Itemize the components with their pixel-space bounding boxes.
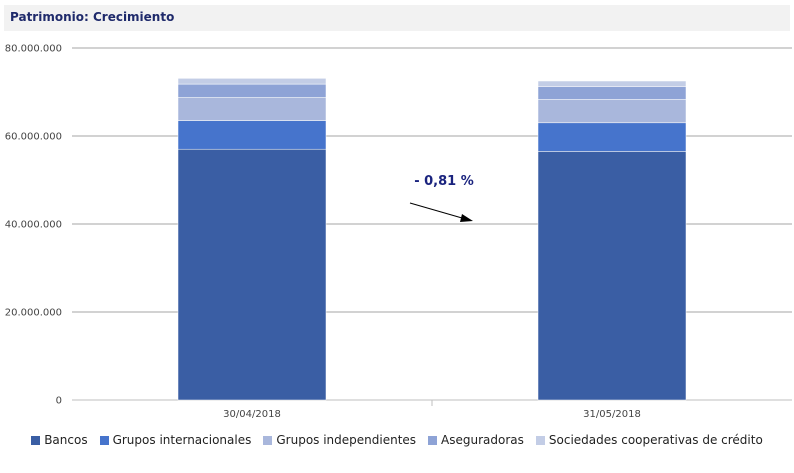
chart-legend: Bancos Grupos internacionales Grupos indep…	[0, 430, 794, 450]
legend-swatch	[31, 435, 41, 445]
y-tick-label: 40.000.000	[5, 220, 62, 231]
bar-segment	[537, 99, 687, 124]
change-annotation-label: - 0,81 %	[414, 174, 474, 189]
x-tick-label: 31/05/2018	[583, 409, 641, 420]
legend-label: Grupos internacionales	[112, 433, 252, 447]
chart-canvas: 0 20.000.000 40.000.000 60.000.000 80.000.00…	[5, 44, 792, 420]
bar-segment	[177, 97, 327, 121]
legend-label: Aseguradoras	[441, 433, 524, 447]
legend-swatch	[263, 435, 273, 445]
legend-swatch	[99, 435, 109, 445]
bar-segment	[177, 78, 327, 85]
legend-item: Bancos	[31, 433, 88, 447]
legend-item: Grupos internacionales	[99, 433, 252, 447]
legend-item: Aseguradoras	[428, 433, 524, 447]
bar-segment	[177, 120, 327, 150]
legend-item: Sociedades cooperativas de crédito	[535, 433, 763, 447]
y-tick-label: 80.000.000	[5, 44, 62, 55]
bar-segment	[537, 151, 687, 401]
trend-arrow-line	[409, 202, 463, 219]
chart-header: Patrimonio: Crecimiento	[4, 5, 790, 31]
legend-item: Grupos independientes	[263, 433, 416, 447]
y-tick-label: 20.000.000	[5, 308, 62, 319]
bar-segment	[177, 83, 327, 98]
y-tick-label: 0	[56, 396, 62, 407]
legend-label: Bancos	[44, 433, 88, 447]
y-tick-label: 60.000.000	[5, 132, 62, 143]
legend-label: Sociedades cooperativas de crédito	[548, 433, 763, 447]
x-tick-label: 30/04/2018	[223, 409, 281, 420]
bar-segment	[537, 86, 687, 100]
bar-segment	[177, 148, 327, 401]
chart-title: Patrimonio: Crecimiento	[10, 10, 175, 24]
trend-arrow-head	[460, 214, 473, 222]
legend-swatch	[428, 435, 438, 445]
bar-segment	[537, 122, 687, 152]
bar-segment	[537, 80, 687, 87]
legend-label: Grupos independientes	[276, 433, 417, 447]
legend-swatch	[535, 435, 545, 445]
